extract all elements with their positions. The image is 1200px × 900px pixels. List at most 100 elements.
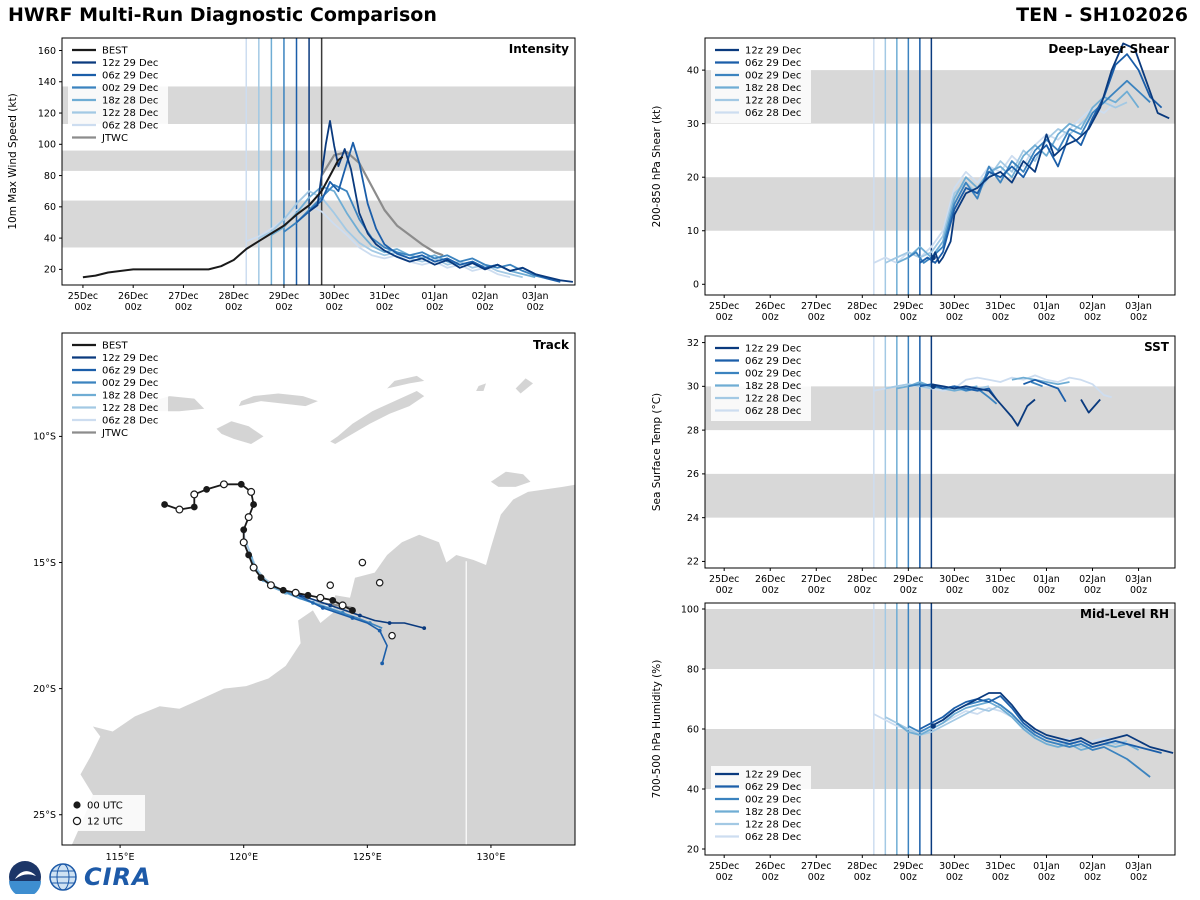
storm-id: TEN - SH102026	[1016, 4, 1188, 26]
svg-text:29Dec: 29Dec	[893, 861, 923, 872]
intensity-ylabel: 10m Max Wind Speed (kt)	[7, 93, 19, 229]
svg-text:00z: 00z	[1038, 312, 1055, 323]
series-06z-28-dec	[245, 204, 511, 279]
svg-text:10: 10	[687, 226, 699, 237]
svg-text:27Dec: 27Dec	[801, 861, 831, 872]
svg-text:18z 28 Dec: 18z 28 Dec	[745, 381, 801, 392]
svg-text:00z: 00z	[762, 312, 779, 323]
svg-text:26Dec: 26Dec	[118, 291, 148, 302]
svg-text:06z 29 Dec: 06z 29 Dec	[102, 71, 158, 82]
svg-text:06z 29 Dec: 06z 29 Dec	[745, 356, 801, 367]
rh-ylabel: 700-500 hPa Humidity (%)	[651, 660, 663, 799]
track-title: Track	[533, 338, 570, 352]
shear-chart: 01020304025Dec00z26Dec00z27Dec00z28Dec00…	[651, 37, 1176, 323]
svg-text:18z 28 Dec: 18z 28 Dec	[102, 96, 158, 107]
svg-text:18z 28 Dec: 18z 28 Dec	[745, 83, 801, 94]
shear-title: Deep-Layer Shear	[1048, 42, 1169, 56]
svg-text:28: 28	[687, 425, 699, 436]
svg-text:30Dec: 30Dec	[939, 574, 969, 585]
svg-text:02Jan: 02Jan	[1079, 301, 1106, 312]
svg-text:00z 29 Dec: 00z 29 Dec	[745, 71, 801, 82]
svg-text:60: 60	[687, 724, 699, 735]
svg-text:12z 29 Dec: 12z 29 Dec	[745, 770, 801, 781]
svg-text:00z 29 Dec: 00z 29 Dec	[102, 83, 158, 94]
svg-text:32: 32	[687, 338, 699, 349]
svg-text:27Dec: 27Dec	[168, 291, 198, 302]
svg-text:100: 100	[681, 604, 699, 615]
noaa-logo-icon	[9, 861, 41, 894]
svg-text:29Dec: 29Dec	[893, 574, 923, 585]
svg-text:12z 29 Dec: 12z 29 Dec	[745, 46, 801, 57]
series-12z-29-dec	[931, 383, 1101, 427]
svg-text:00z 29 Dec: 00z 29 Dec	[745, 369, 801, 380]
open-position-marker	[358, 558, 367, 567]
svg-text:03Jan: 03Jan	[522, 291, 549, 302]
svg-text:125°E: 125°E	[353, 852, 382, 863]
svg-text:120°E: 120°E	[229, 852, 258, 863]
svg-text:10°S: 10°S	[33, 432, 56, 443]
svg-text:00 UTC: 00 UTC	[87, 801, 123, 812]
svg-text:00z: 00z	[716, 585, 733, 596]
svg-text:30: 30	[687, 119, 699, 130]
svg-text:03Jan: 03Jan	[1125, 301, 1152, 312]
svg-text:12z 28 Dec: 12z 28 Dec	[745, 394, 801, 405]
open-position-marker	[326, 581, 335, 590]
svg-text:40: 40	[44, 233, 56, 244]
land-polygon	[490, 471, 531, 487]
land-polygon	[476, 383, 486, 391]
svg-text:00z 29 Dec: 00z 29 Dec	[102, 378, 158, 389]
svg-text:00z: 00z	[716, 312, 733, 323]
open-position-marker	[375, 578, 384, 587]
svg-text:00z 29 Dec: 00z 29 Dec	[745, 795, 801, 806]
series-06z-28-dec	[873, 707, 1116, 745]
svg-text:00z: 00z	[992, 585, 1009, 596]
series-12z-29-dec	[930, 42, 1170, 264]
svg-text:28Dec: 28Dec	[847, 301, 877, 312]
svg-text:115°E: 115°E	[106, 852, 135, 863]
svg-text:00z: 00z	[808, 312, 825, 323]
svg-text:60: 60	[44, 202, 56, 213]
land-polygon	[387, 375, 425, 389]
svg-text:BEST: BEST	[102, 46, 129, 57]
svg-text:JTWC: JTWC	[101, 428, 128, 439]
series-00z-29-dec	[283, 184, 549, 280]
svg-text:12z 28 Dec: 12z 28 Dec	[102, 403, 158, 414]
svg-text:12z 29 Dec: 12z 29 Dec	[102, 58, 158, 69]
svg-text:31Dec: 31Dec	[985, 574, 1015, 585]
svg-text:02Jan: 02Jan	[472, 291, 499, 302]
sst-chart: 22242628303225Dec00z26Dec00z27Dec00z28De…	[651, 335, 1176, 596]
svg-text:00z: 00z	[426, 302, 443, 313]
mid-level-rh-panel: 20 40 60 80 100 25Dec 00z 26Dec 00z 27Dec 00z 28Dec…	[600, 595, 1200, 900]
svg-text:22: 22	[687, 557, 699, 568]
svg-text:01Jan: 01Jan	[1033, 301, 1060, 312]
svg-text:00z: 00z	[992, 872, 1009, 883]
svg-text:00z: 00z	[762, 872, 779, 883]
svg-text:12z 29 Dec: 12z 29 Dec	[745, 344, 801, 355]
svg-text:06z 28 Dec: 06z 28 Dec	[102, 416, 158, 427]
svg-text:40: 40	[687, 784, 699, 795]
svg-text:00z: 00z	[900, 312, 917, 323]
land-polygon	[216, 421, 264, 444]
deep-layer-shear-panel: 0 10 20 30 40 25Dec 00z 26Dec 00z 27Dec 00z 28Dec 00…	[600, 28, 1200, 330]
svg-text:12 UTC: 12 UTC	[87, 817, 123, 828]
svg-text:30Dec: 30Dec	[319, 291, 349, 302]
svg-text:31Dec: 31Dec	[985, 301, 1015, 312]
svg-text:00z: 00z	[1084, 872, 1101, 883]
svg-text:25Dec: 25Dec	[68, 291, 98, 302]
intensity-title: Intensity	[509, 42, 569, 56]
svg-text:BEST: BEST	[102, 341, 129, 352]
land-polygon	[330, 391, 425, 444]
svg-text:00z: 00z	[900, 872, 917, 883]
svg-text:00z: 00z	[854, 585, 871, 596]
svg-text:00z: 00z	[527, 302, 544, 313]
svg-text:03Jan: 03Jan	[1125, 861, 1152, 872]
svg-text:00z: 00z	[1038, 585, 1055, 596]
land-polygon	[515, 378, 533, 394]
svg-text:30Dec: 30Dec	[939, 301, 969, 312]
svg-text:00z: 00z	[808, 585, 825, 596]
svg-text:06z 29 Dec: 06z 29 Dec	[102, 366, 158, 377]
track-chart: 115°E 120°E 125°E 130°E 10°S 15°S 20°S 25°S Trac…	[33, 332, 576, 863]
